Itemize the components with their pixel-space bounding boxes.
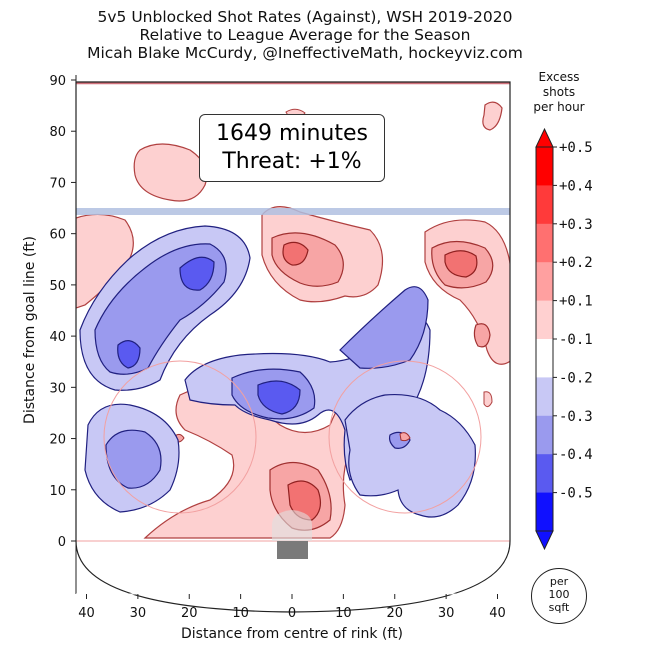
heat-region-pos: [133, 143, 208, 202]
unit-line: sqft: [548, 601, 570, 614]
heat-region-pos: [424, 219, 510, 365]
colorbar: +0.5 +0.4 +0.3 +0.2 +0.1 -0.1 -0.2 -0.3 -0.4 -0.5: [535, 127, 593, 551]
blue-line: [76, 208, 510, 215]
colorbar-segment: [536, 300, 553, 340]
y-tick-label: 90: [49, 74, 66, 89]
heat-region-pos: [482, 101, 503, 131]
heat-region-pos: [444, 250, 478, 278]
y-tick-label: 50: [49, 279, 66, 294]
x-tick-label: 20: [386, 606, 403, 621]
unit-line: 100: [548, 588, 570, 601]
x-axis-label: Distance from centre of rink (ft): [181, 626, 403, 642]
colorbar-tick-label: +0.2: [559, 255, 593, 271]
y-tick-label: 30: [49, 381, 66, 396]
x-tick-label: 0: [288, 606, 296, 621]
heat-region-neg: [344, 393, 476, 518]
colorbar-title-line: Excess: [538, 70, 580, 84]
y-axis-label: Distance from goal line (ft): [22, 236, 38, 424]
colorbar-segment: [536, 223, 553, 263]
colorbar-title-line: shots: [542, 85, 576, 99]
heatmap-layer: [76, 101, 510, 539]
unit-badge: per 100 sqft: [531, 568, 587, 624]
y-tick-label: 80: [49, 125, 66, 140]
goal-crease: [272, 510, 312, 541]
colorbar-tick-label: -0.5: [559, 486, 593, 502]
colorbar-title: Excess shots per hour: [529, 70, 589, 115]
chart-title-line1: 5v5 Unblocked Shot Rates (Against), WSH …: [97, 8, 513, 26]
colorbar-tick-label: +0.3: [559, 217, 593, 233]
annotation-minutes: 1649 minutes: [215, 121, 369, 146]
y-tick-label: 0: [58, 535, 66, 550]
colorbar-extend-top: [535, 127, 554, 148]
colorbar-segment: [536, 339, 553, 378]
y-tick-label: 20: [49, 433, 66, 448]
y-tick-label: 10: [49, 484, 66, 499]
annotation-threat: Threat: +1%: [222, 149, 362, 174]
unit-line: per: [549, 575, 569, 588]
heat-region-pos: [473, 323, 491, 348]
annotation-box: 1649 minutes Threat: +1%: [199, 114, 385, 182]
heat-region-neg: [257, 380, 301, 415]
colorbar-segment: [536, 185, 553, 225]
colorbar-title-line: per hour: [533, 100, 585, 114]
colorbar-tick-label: +0.5: [559, 140, 593, 156]
x-tick-label: 20: [181, 606, 198, 621]
colorbar-tick-label: -0.1: [559, 332, 593, 348]
heat-region-neg: [339, 286, 429, 369]
chart-title-line3: Micah Blake McCurdy, @IneffectiveMath, h…: [87, 44, 523, 62]
x-tick-label: 10: [335, 606, 352, 621]
colorbar-segment: [536, 454, 553, 494]
y-tick-label: 70: [49, 176, 66, 191]
colorbar-tick-label: +0.4: [559, 178, 593, 194]
colorbar-segment: [536, 147, 553, 186]
heat-region-neg: [117, 340, 141, 369]
chart-title-line2: Relative to League Average for the Seaso…: [139, 26, 471, 44]
rink-boards: [75, 81, 511, 613]
x-tick-label: 30: [438, 606, 455, 621]
heat-region-neg: [399, 432, 411, 442]
x-ticks: 40 30 20 10 0 10 20 30 40: [78, 594, 506, 621]
x-tick-label: 10: [232, 606, 249, 621]
x-tick-label: 40: [489, 606, 506, 621]
y-ticks: 0 10 20 30 40 50 60 70 80 90: [49, 74, 76, 550]
faceoff-circle-right: [328, 360, 482, 514]
colorbar-tick-label: -0.2: [559, 370, 593, 386]
colorbar-tick-label: -0.4: [559, 447, 593, 463]
x-tick-label: 40: [78, 606, 95, 621]
colorbar-segment: [536, 492, 553, 532]
faceoff-circle-left: [103, 360, 257, 514]
colorbar-extend-bottom: [535, 530, 554, 551]
x-tick-label: 30: [130, 606, 147, 621]
colorbar-segment: [536, 262, 553, 302]
y-tick-label: 60: [49, 228, 66, 243]
y-tick-label: 40: [49, 330, 66, 345]
heat-region-pos: [483, 391, 493, 408]
rink-markings: [75, 81, 511, 613]
goal-net: [277, 541, 308, 559]
colorbar-tick-label: -0.3: [559, 409, 593, 425]
colorbar-tick-label: +0.1: [559, 294, 593, 310]
colorbar-segment: [536, 377, 553, 417]
colorbar-segment: [536, 415, 553, 455]
heat-region-neg: [179, 256, 215, 291]
heat-region-pos: [282, 241, 309, 266]
